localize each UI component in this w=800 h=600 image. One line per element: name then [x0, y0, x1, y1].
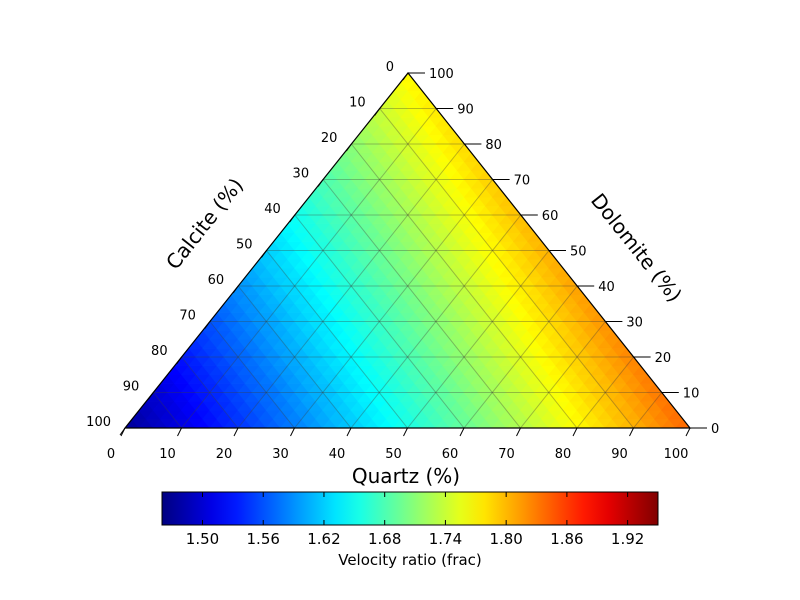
grid-line-calcite — [266, 250, 408, 428]
calcite-axis-title: Calcite (%) — [161, 173, 248, 274]
calcite-tick — [374, 108, 381, 116]
calcite-tick-label: 30 — [293, 167, 310, 182]
quartz-tick — [572, 427, 578, 437]
quartz-tick — [629, 427, 634, 437]
colorbar: 1.50 1.56 1.62 1.68 1.74 1.80 1.86 1.92 Velocit… — [161, 491, 659, 569]
grid-line-calcite — [294, 214, 465, 428]
calcite-tick-label: 40 — [264, 202, 281, 217]
quartz-tick — [685, 427, 691, 437]
calcite-tick — [289, 214, 296, 223]
ternary-grid — [152, 108, 663, 428]
axis-ticks: 0 10 20 30 40 50 60 70 80 90 100010203040506070809… — [86, 60, 719, 462]
calcite-tick-label: 20 — [321, 131, 338, 146]
calcite-tick — [119, 427, 126, 436]
quartz-tick — [177, 427, 182, 437]
quartz-axis-title: Quartz (%) — [352, 464, 460, 488]
grid-line-quartz — [407, 250, 550, 428]
grid-line-calcite — [209, 321, 295, 428]
quartz-tick-label: 20 — [216, 447, 233, 462]
quartz-tick — [516, 427, 521, 437]
quartz-tick-label: 90 — [611, 447, 628, 462]
calcite-tick-label: 10 — [349, 96, 366, 111]
dolomite-tick-label: 70 — [514, 174, 531, 189]
calcite-tick-label: 60 — [208, 273, 225, 288]
grid-line-quartz — [181, 108, 437, 428]
quartz-tick-label: 30 — [272, 447, 289, 462]
dolomite-tick-label: 10 — [683, 387, 700, 402]
ternary-color-field — [125, 73, 690, 428]
calcite-tick-label: 100 — [86, 415, 111, 430]
quartz-tick-label: 100 — [664, 447, 689, 462]
calcite-tick — [402, 72, 409, 81]
calcite-tick-label: 70 — [179, 309, 196, 324]
colorbar-tick-label: 1.62 — [307, 530, 340, 548]
quartz-tick — [290, 427, 295, 437]
grid-line-calcite — [181, 356, 239, 428]
dolomite-tick-label: 30 — [626, 316, 643, 331]
dolomite-tick-label: 80 — [485, 138, 502, 153]
dolomite-tick-label: 40 — [598, 280, 615, 295]
quartz-tick — [233, 427, 239, 437]
grid-line-calcite — [152, 392, 182, 428]
dolomite-tick-label: 20 — [655, 351, 672, 366]
calcite-tick-label: 90 — [123, 380, 140, 395]
colorbar-tick-label: 1.80 — [489, 530, 522, 548]
calcite-tick — [176, 356, 183, 365]
quartz-tick-label: 40 — [329, 447, 346, 462]
quartz-tick — [459, 427, 465, 437]
calcite-tick — [317, 179, 324, 187]
dolomite-tick-label: 60 — [542, 209, 559, 224]
quartz-tick-label: 10 — [159, 447, 176, 462]
grid-line-quartz — [633, 392, 663, 428]
calcite-tick-label: 50 — [236, 238, 253, 253]
grid-line-quartz — [350, 214, 522, 428]
quartz-tick — [346, 427, 352, 437]
dolomite-tick-label: 0 — [711, 422, 719, 437]
colorbar-title: Velocity ratio (frac) — [338, 551, 482, 569]
colorbar-ticks: 1.50 1.56 1.62 1.68 1.74 1.80 1.86 1.92 — [186, 492, 644, 548]
grid-line-quartz — [576, 356, 634, 428]
grid-line-quartz — [520, 321, 606, 428]
calcite-tick-label: 0 — [386, 60, 394, 75]
quartz-tick — [403, 427, 408, 437]
dolomite-tick-label: 50 — [570, 245, 587, 260]
quartz-tick-label: 0 — [107, 447, 115, 462]
calcite-tick — [232, 285, 239, 294]
grid-line-calcite — [379, 108, 634, 428]
calcite-tick — [345, 143, 352, 152]
quartz-tick-label: 50 — [385, 447, 402, 462]
colorbar-gradient — [161, 491, 659, 526]
dolomite-tick-label: 100 — [429, 67, 454, 82]
grid-line-calcite — [237, 285, 352, 428]
colorbar-tick-label: 1.74 — [429, 530, 462, 548]
grid-line-calcite — [351, 143, 578, 428]
dolomite-tick-label: 90 — [457, 103, 474, 118]
colorbar-tick-label: 1.50 — [186, 530, 219, 548]
quartz-tick-label: 60 — [442, 447, 459, 462]
calcite-tick — [261, 250, 267, 258]
grid-line-quartz — [294, 179, 493, 428]
quartz-tick-label: 70 — [498, 447, 515, 462]
calcite-tick — [204, 321, 211, 329]
quartz-tick-label: 80 — [555, 447, 572, 462]
colorbar-tick-label: 1.86 — [550, 530, 583, 548]
colorbar-tick-label: 1.56 — [247, 530, 280, 548]
grid-line-calcite — [322, 179, 521, 428]
field-cell — [400, 73, 416, 83]
colorbar-tick-label: 1.68 — [368, 530, 401, 548]
calcite-tick — [147, 392, 154, 400]
grid-line-quartz — [463, 285, 578, 428]
calcite-tick-label: 80 — [151, 344, 168, 359]
colorbar-tick-label: 1.92 — [611, 530, 644, 548]
grid-line-quartz — [237, 143, 465, 428]
